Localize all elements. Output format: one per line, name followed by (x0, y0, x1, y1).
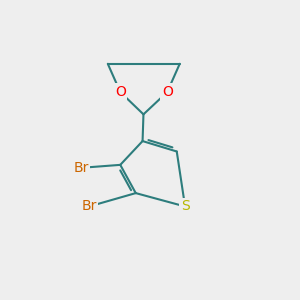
Text: S: S (181, 200, 189, 214)
Text: Br: Br (74, 161, 89, 175)
Text: Br: Br (81, 200, 97, 214)
Text: O: O (162, 85, 173, 99)
Text: O: O (115, 85, 126, 99)
